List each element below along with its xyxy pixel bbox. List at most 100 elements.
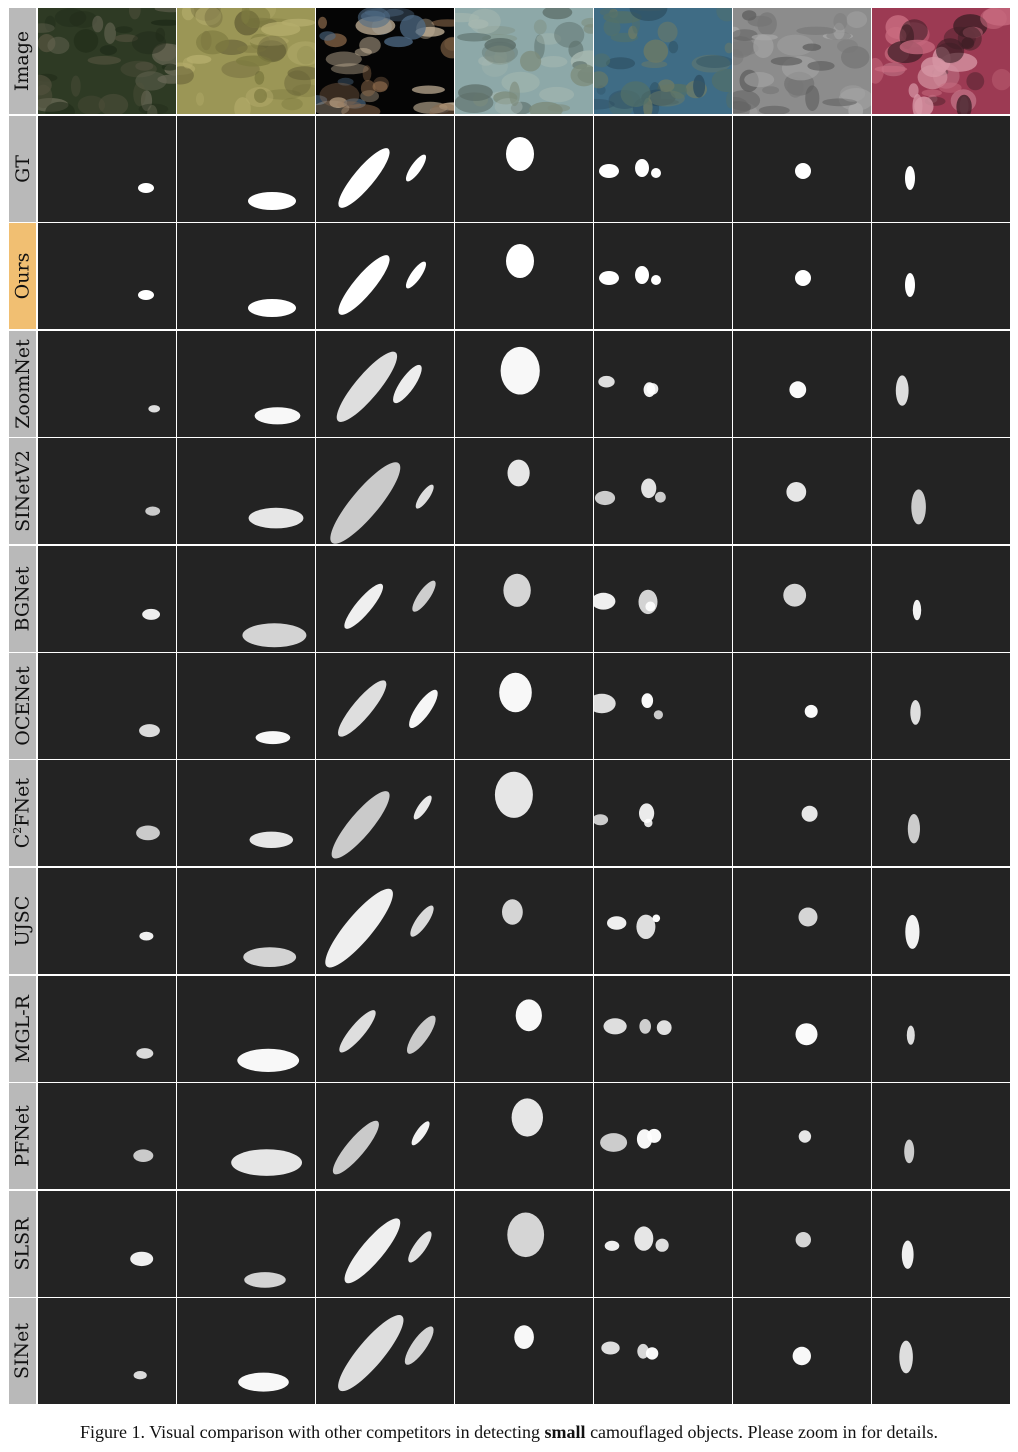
photo-texture-patch <box>939 83 962 93</box>
row-label-ujsc: UJSC <box>9 868 36 974</box>
mask-cell-bird-on-ground <box>38 223 176 329</box>
mask-blob <box>407 903 438 940</box>
photo-texture-patch <box>92 16 103 33</box>
mask-blob <box>802 806 818 822</box>
mask-canvas <box>872 223 1010 329</box>
mask-canvas <box>872 1083 1010 1189</box>
mask-canvas <box>38 976 176 1082</box>
photo-thumbnail <box>594 8 732 114</box>
mask-canvas <box>38 760 176 866</box>
mask-cell-bird-on-ground <box>38 868 176 974</box>
image-cell-sea-floor <box>455 8 593 114</box>
mask-blob <box>142 609 160 620</box>
row-label-text: ZoomNet <box>12 339 34 429</box>
mask-blob <box>594 593 615 610</box>
mask-canvas <box>455 223 593 329</box>
mask-cell-gray-rocks <box>733 868 871 974</box>
photo-texture-patch <box>554 22 584 48</box>
mask-cell-gray-rocks <box>733 546 871 652</box>
mask-blob <box>651 168 661 178</box>
mask-canvas <box>38 438 176 544</box>
mask-cell-coral-reef <box>594 976 732 1082</box>
photo-texture-patch <box>485 46 515 65</box>
mask-cell-seahorse-on-rope <box>316 653 454 759</box>
mask-blob <box>139 724 160 737</box>
row-label-main: SINet <box>12 1323 34 1379</box>
photo-texture-patch <box>771 57 803 66</box>
photo-thumbnail <box>38 8 176 114</box>
mask-blob <box>516 999 542 1031</box>
photo-texture-patch <box>621 81 651 107</box>
mask-blob <box>607 916 626 930</box>
mask-canvas <box>872 116 1010 222</box>
mask-blob <box>244 1272 286 1288</box>
photo-texture-patch <box>373 77 389 91</box>
mask-canvas <box>38 868 176 974</box>
mask-canvas <box>872 331 1010 437</box>
photo-texture-patch <box>133 82 145 106</box>
mask-blob <box>403 259 430 291</box>
mask-blob <box>645 602 655 612</box>
row-label-text: SINetV2 <box>12 450 34 532</box>
mask-cell-coral-reef <box>594 1191 732 1297</box>
mask-cell-sea-floor <box>455 546 593 652</box>
mask-cell-pink-coral <box>872 1191 1010 1297</box>
mask-cell-seahorse-on-rope <box>316 1083 454 1189</box>
mask-blob <box>644 819 652 827</box>
mask-cell-bird-on-ground <box>38 976 176 1082</box>
photo-texture-patch <box>958 26 982 50</box>
photo-texture-patch <box>922 89 942 96</box>
mask-blob <box>651 275 661 285</box>
mask-canvas <box>38 331 176 437</box>
row-label-main: ZoomNet <box>12 339 34 429</box>
mask-cell-sea-floor <box>455 331 593 437</box>
mask-cell-sea-floor <box>455 438 593 544</box>
mask-blob <box>799 908 818 927</box>
mask-cell-coral-reef <box>594 331 732 437</box>
row-label-main: Ours <box>12 253 34 300</box>
mask-canvas <box>594 1298 732 1404</box>
mask-cell-frog-in-water <box>177 223 315 329</box>
mask-cell-sea-floor <box>455 223 593 329</box>
mask-blob <box>598 376 614 388</box>
mask-blob <box>411 793 435 822</box>
photo-texture-patch <box>261 22 300 36</box>
photo-texture-patch <box>361 80 376 96</box>
mask-blob <box>405 686 443 731</box>
mask-canvas <box>177 976 315 1082</box>
mask-blob <box>896 375 909 405</box>
mask-canvas <box>594 653 732 759</box>
mask-blob <box>594 694 616 713</box>
photo-texture-patch <box>100 45 117 55</box>
mask-canvas <box>177 116 315 222</box>
mask-blob <box>324 785 397 865</box>
mask-cell-sea-floor <box>455 868 593 974</box>
photo-texture-patch <box>281 98 302 110</box>
mask-canvas <box>455 331 593 437</box>
mask-canvas <box>177 223 315 329</box>
mask-blob <box>138 183 154 193</box>
mask-blob <box>653 915 661 923</box>
row-label-text: Image <box>12 31 34 91</box>
mask-blob <box>332 142 396 213</box>
mask-canvas <box>177 546 315 652</box>
mask-blob <box>604 1018 627 1034</box>
photo-texture-patch <box>115 26 133 33</box>
mask-cell-seahorse-on-rope <box>316 546 454 652</box>
mask-blob <box>783 584 806 607</box>
mask-canvas <box>316 868 454 974</box>
mask-canvas <box>316 223 454 329</box>
mask-cell-coral-reef <box>594 868 732 974</box>
mask-cell-pink-coral <box>872 868 1010 974</box>
photo-texture-patch <box>548 104 571 112</box>
mask-blob <box>508 460 530 487</box>
mask-canvas <box>455 116 593 222</box>
mask-canvas <box>316 653 454 759</box>
mask-blob <box>647 1129 661 1143</box>
row-label-image: Image <box>9 8 36 114</box>
mask-cell-frog-in-water <box>177 1083 315 1189</box>
mask-cell-sea-floor <box>455 760 593 866</box>
mask-canvas <box>177 760 315 866</box>
mask-cell-sea-floor <box>455 1191 593 1297</box>
mask-blob <box>910 700 920 725</box>
